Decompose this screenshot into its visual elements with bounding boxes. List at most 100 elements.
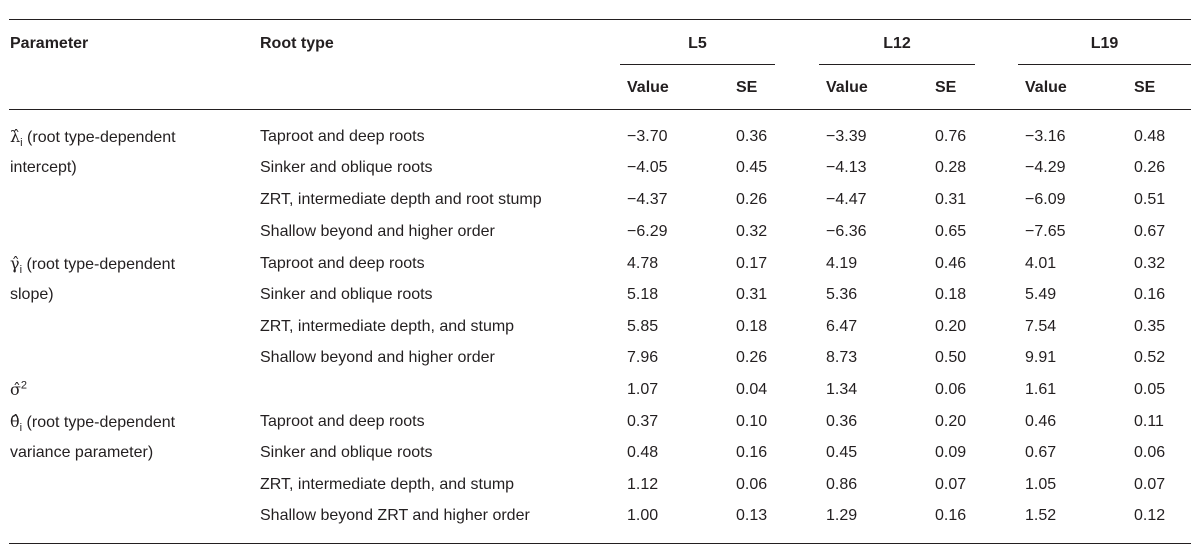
se-l19-cell: 0.26 — [1134, 159, 1166, 176]
se-l5-cell: 0.31 — [736, 286, 768, 303]
param-theta: θ̂i (root type-dependent — [10, 412, 176, 435]
root-type-cell: Sinker and oblique roots — [260, 444, 433, 461]
param-lambda: λ̂i (root type-dependent — [10, 127, 176, 150]
header-se-l12: SE — [935, 79, 957, 96]
se-l12-cell: 0.07 — [935, 476, 967, 493]
value-l5-cell: 4.78 — [627, 255, 659, 272]
se-l5-cell: 0.36 — [736, 128, 768, 145]
se-l12-cell: 0.76 — [935, 128, 967, 145]
value-l19-cell: −4.29 — [1025, 159, 1066, 176]
header-group-l12: L12 — [883, 35, 911, 52]
root-type-cell: Shallow beyond and higher order — [260, 349, 495, 366]
value-l12-cell: 1.34 — [826, 381, 858, 398]
se-l12-cell: 0.06 — [935, 381, 967, 398]
se-l5-cell: 0.18 — [736, 318, 768, 335]
se-l19-cell: 0.12 — [1134, 507, 1166, 524]
value-l12-cell: 0.86 — [826, 476, 858, 493]
root-type-cell: Sinker and oblique roots — [260, 159, 433, 176]
header-bottom-rule — [9, 109, 1191, 110]
gamma-hat-symbol: γ̂ — [10, 254, 20, 273]
se-l5-cell: 0.17 — [736, 255, 768, 272]
se-l5-cell: 0.45 — [736, 159, 768, 176]
se-l5-cell: 0.06 — [736, 476, 768, 493]
value-l12-cell: 6.47 — [826, 318, 858, 335]
root-type-cell: Taproot and deep roots — [260, 413, 425, 430]
root-type-cell: Sinker and oblique roots — [260, 286, 433, 303]
value-l5-cell: −4.05 — [627, 159, 668, 176]
value-l12-cell: −4.13 — [826, 159, 867, 176]
se-l12-cell: 0.16 — [935, 507, 967, 524]
value-l12-cell: 4.19 — [826, 255, 858, 272]
se-l19-cell: 0.16 — [1134, 286, 1166, 303]
value-l5-cell: 5.18 — [627, 286, 659, 303]
value-l5-cell: 1.12 — [627, 476, 659, 493]
value-l12-cell: −6.36 — [826, 223, 867, 240]
param-gamma-text: (root type-dependent — [22, 256, 176, 273]
lambda-subscript: i — [20, 137, 23, 150]
se-l19-cell: 0.52 — [1134, 349, 1166, 366]
param-lambda-cont: intercept) — [10, 159, 77, 176]
group-rule-l19 — [1018, 64, 1191, 65]
value-l5-cell: 0.48 — [627, 444, 659, 461]
value-l12-cell: 5.36 — [826, 286, 858, 303]
se-l12-cell: 0.46 — [935, 255, 967, 272]
header-se-l19: SE — [1134, 79, 1156, 96]
header-value-l5: Value — [627, 79, 669, 96]
se-l12-cell: 0.50 — [935, 349, 967, 366]
value-l5-cell: −6.29 — [627, 223, 668, 240]
root-type-cell: ZRT, intermediate depth, and stump — [260, 318, 515, 335]
value-l19-cell: 1.05 — [1025, 476, 1057, 493]
value-l19-cell: 1.61 — [1025, 381, 1057, 398]
value-l19-cell: 9.91 — [1025, 349, 1057, 366]
root-type-cell: ZRT, intermediate depth, and stump — [260, 476, 515, 493]
value-l12-cell: 8.73 — [826, 349, 858, 366]
se-l5-cell: 0.13 — [736, 507, 768, 524]
se-l19-cell: 0.35 — [1134, 318, 1166, 335]
group-rule-l12 — [819, 64, 975, 65]
table-top-rule — [9, 19, 1191, 20]
param-theta-cont: variance parameter) — [10, 444, 154, 461]
se-l19-cell: 0.51 — [1134, 191, 1166, 208]
sigma-superscript: 2 — [20, 379, 28, 392]
se-l5-cell: 0.26 — [736, 349, 768, 366]
header-value-l19: Value — [1025, 79, 1067, 96]
value-l19-cell: 0.46 — [1025, 413, 1057, 430]
se-l5-cell: 0.32 — [736, 223, 768, 240]
root-type-cell: Taproot and deep roots — [260, 128, 425, 145]
se-l5-cell: 0.04 — [736, 381, 768, 398]
value-l19-cell: −6.09 — [1025, 191, 1066, 208]
lambda-hat-symbol: λ̂ — [10, 127, 21, 146]
header-se-l5: SE — [736, 79, 758, 96]
se-l5-cell: 0.26 — [736, 191, 768, 208]
value-l5-cell: 7.96 — [627, 349, 659, 366]
param-theta-text: (root type-dependent — [22, 414, 176, 431]
se-l12-cell: 0.18 — [935, 286, 967, 303]
se-l12-cell: 0.09 — [935, 444, 967, 461]
se-l12-cell: 0.20 — [935, 413, 967, 430]
value-l5-cell: −4.37 — [627, 191, 668, 208]
se-l12-cell: 0.65 — [935, 223, 967, 240]
gamma-subscript: i — [19, 264, 23, 277]
se-l19-cell: 0.67 — [1134, 223, 1166, 240]
value-l5-cell: 1.00 — [627, 507, 659, 524]
value-l5-cell: 1.07 — [627, 381, 659, 398]
se-l19-cell: 0.05 — [1134, 381, 1166, 398]
root-type-cell: ZRT, intermediate depth and root stump — [260, 191, 542, 208]
se-l19-cell: 0.48 — [1134, 128, 1166, 145]
header-value-l12: Value — [826, 79, 868, 96]
table-bottom-rule — [9, 543, 1191, 544]
se-l5-cell: 0.16 — [736, 444, 768, 461]
param-sigma: σ̂2 — [10, 380, 27, 401]
value-l12-cell: −4.47 — [826, 191, 867, 208]
theta-subscript: i — [19, 422, 23, 435]
value-l19-cell: 4.01 — [1025, 255, 1057, 272]
value-l5-cell: 0.37 — [627, 413, 659, 430]
header-group-l19: L19 — [1090, 35, 1119, 52]
se-l19-cell: 0.06 — [1134, 444, 1166, 461]
se-l12-cell: 0.28 — [935, 159, 967, 176]
header-root-type: Root type — [260, 35, 334, 52]
param-gamma-cont: slope) — [10, 286, 54, 303]
theta-hat-symbol: θ̂ — [10, 412, 20, 431]
root-type-cell: Taproot and deep roots — [260, 255, 425, 272]
se-l19-cell: 0.11 — [1134, 413, 1164, 430]
